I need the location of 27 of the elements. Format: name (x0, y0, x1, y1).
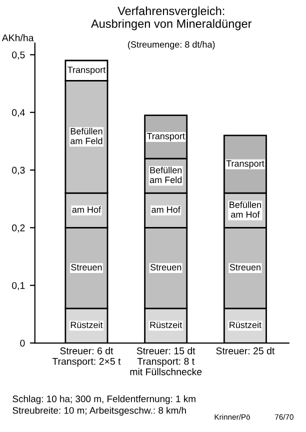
series-label: am Hof (72, 206, 102, 213)
text: Befüllen am Feld (70, 128, 102, 144)
series-label: Transport (68, 66, 106, 75)
text: Streuen (71, 264, 102, 270)
y-tick-label: 0 (20, 340, 25, 347)
text: Rüstzeit (230, 322, 262, 328)
series-label: Rüstzeit (70, 322, 103, 328)
y-tick-label: 0,4 (12, 109, 25, 118)
y-tick-label: 0,3 (12, 166, 25, 175)
chart-title: Verfahrensvergleich: Ausbringen von Mineraldünger (90, 6, 252, 30)
text: Schlag: 10 ha; 300 m, Feldentfernung: 1 km Streubreite: 10 m; Arbeitsgeschw.: 8 km/h (12, 395, 196, 416)
x-tick-label: Streuer: 25 dt (216, 347, 275, 354)
text: am Hof (152, 206, 180, 213)
y-tick-label: 0,1 (12, 282, 25, 290)
text: Streuen (230, 264, 260, 270)
series-label: Befüllen am Feld (150, 166, 182, 184)
text: Rüstzeit (150, 322, 182, 328)
y-axis-title: AKh/ha (2, 34, 34, 42)
text: Transport (146, 133, 185, 142)
series-label: Streuen (150, 264, 182, 270)
series-label: Befüllen am Hof (230, 201, 261, 218)
text: Transport (226, 160, 264, 168)
x-tick-label: Streuer: 15 dt Transport: 8 t mit Füllschnecke (130, 347, 202, 376)
chart-subtitle: (Streumenge: 8 dt/ha) (128, 41, 215, 50)
x-tick-label: Streuer: 6 dt Transport: 2×5 t (52, 347, 121, 367)
y-tick-label: 0,5 (12, 51, 25, 60)
y-tick-label: 0,2 (12, 224, 25, 232)
